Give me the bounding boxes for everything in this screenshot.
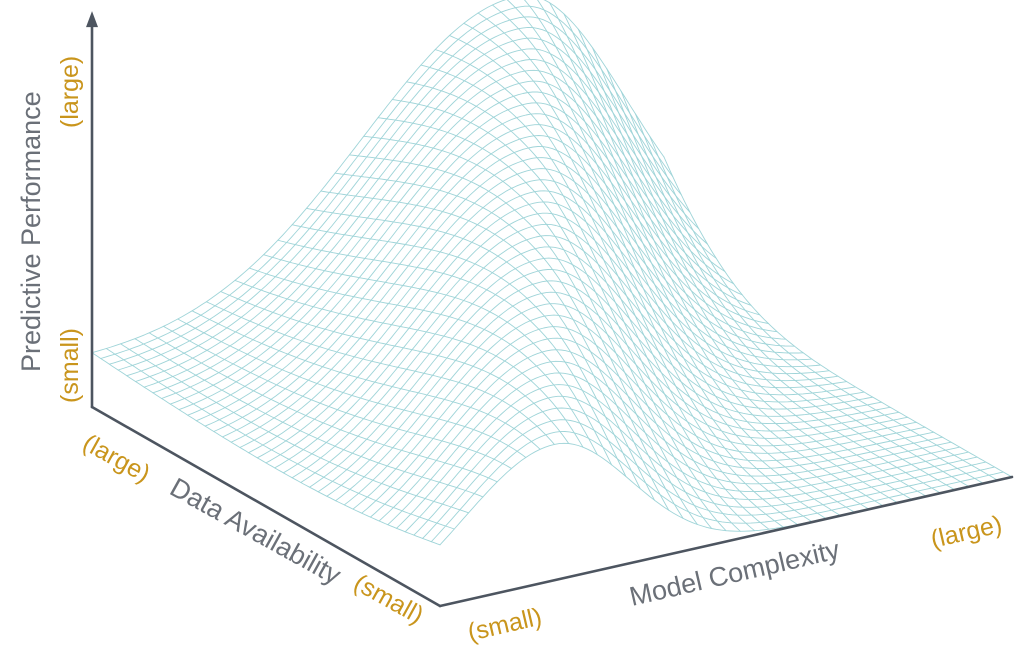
mesh-line-data xyxy=(309,269,882,488)
mesh-line-data xyxy=(169,91,743,405)
mesh-line-data xyxy=(343,314,917,506)
mesh-line-data xyxy=(378,360,952,522)
axes xyxy=(86,11,1014,608)
mesh-line-data xyxy=(335,303,909,502)
mesh-line-data xyxy=(152,69,726,394)
mesh-line-data xyxy=(91,0,665,354)
mesh-line-data xyxy=(326,291,900,497)
mesh-line-data xyxy=(404,395,978,533)
mesh-line-data xyxy=(396,384,969,529)
x-axis-line xyxy=(438,475,1014,608)
x-axis-title: Model Complexity xyxy=(627,534,843,612)
mesh-line-data xyxy=(369,349,943,518)
mesh-line-data xyxy=(248,190,822,454)
mesh-line-data xyxy=(126,37,700,377)
mesh-line-data xyxy=(265,212,839,464)
mesh-line-data xyxy=(239,179,813,448)
mesh-line-data xyxy=(317,280,891,493)
mesh-line-data xyxy=(178,102,752,411)
mesh-line-data xyxy=(161,80,735,399)
mesh-line-data xyxy=(274,223,848,469)
mesh-line-data xyxy=(361,337,935,514)
mesh-line-data xyxy=(222,157,795,438)
surface-mesh xyxy=(91,0,1013,546)
mesh-line-data xyxy=(143,59,717,388)
mesh-line-complexity xyxy=(420,64,770,530)
mesh-line-data xyxy=(300,257,874,483)
y-axis-title: Data Availability xyxy=(165,472,346,591)
mesh-line-data xyxy=(100,5,674,359)
mesh-line-data xyxy=(256,201,830,459)
mesh-line-data xyxy=(282,235,856,474)
mesh-line-data xyxy=(117,26,691,371)
mesh-line-data xyxy=(387,372,961,526)
mesh-line-data xyxy=(230,168,804,443)
mesh-line-data xyxy=(204,135,778,427)
mesh-line-complexity xyxy=(449,35,798,525)
mesh-line-data xyxy=(291,246,865,479)
mesh-line-complexity xyxy=(477,12,827,520)
mesh-line-complexity xyxy=(205,301,555,445)
mesh-line-data xyxy=(352,326,926,510)
mesh-line-complexity xyxy=(91,352,441,546)
mesh-line-complexity xyxy=(491,4,841,517)
x-tick-label-small: (small) xyxy=(465,603,544,646)
mesh-line-data xyxy=(108,16,682,365)
mesh-line-complexity xyxy=(348,154,698,525)
y-axis-line xyxy=(90,405,442,608)
mesh-line-data xyxy=(213,146,787,432)
z-axis-title: Predictive Performance xyxy=(16,91,46,372)
mesh-line-complexity xyxy=(592,47,941,494)
mesh-line-data xyxy=(439,442,1013,546)
z-tick-label-small: (small) xyxy=(56,328,84,403)
mesh-line-data xyxy=(187,113,761,416)
mesh-line-complexity xyxy=(105,348,455,530)
z-tick-label-large: (large) xyxy=(56,56,84,128)
x-tick-label-large: (large) xyxy=(928,510,1005,554)
mesh-line-data xyxy=(195,124,769,422)
mesh-line-data xyxy=(430,431,1004,543)
mesh-line-complexity xyxy=(234,279,584,448)
mesh-line-data xyxy=(422,419,996,539)
mesh-line-data xyxy=(413,407,987,536)
mesh-line-data xyxy=(135,48,708,382)
z-axis-arrowhead-icon xyxy=(86,11,98,28)
mesh-line-complexity xyxy=(306,207,655,501)
